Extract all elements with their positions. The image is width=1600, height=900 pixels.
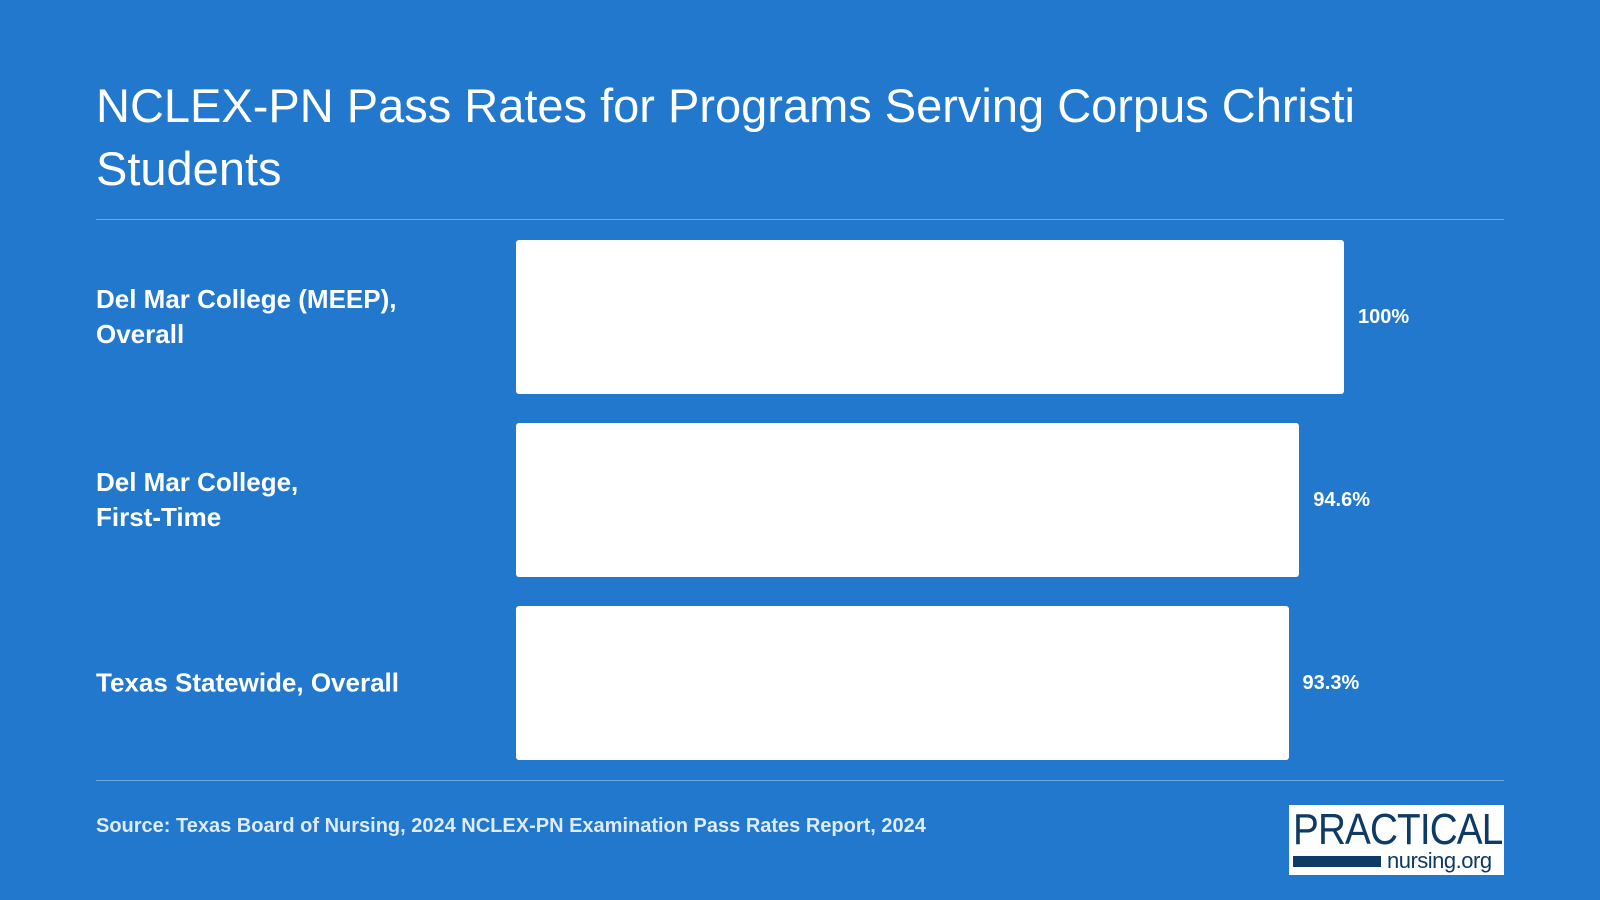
logo-wordmark: PRACTICAL — [1293, 805, 1503, 854]
logo-subline: nursing.org — [1293, 848, 1500, 873]
category-label: Del Mar College, First-Time — [96, 467, 299, 532]
category-label: Texas Statewide, Overall — [96, 667, 399, 698]
bar — [516, 240, 1344, 394]
logo-bar — [1293, 855, 1381, 867]
source-note: Source: Texas Board of Nursing, 2024 NCL… — [96, 815, 926, 837]
data-label: 93.3% — [1302, 672, 1360, 694]
bar — [516, 606, 1289, 760]
data-label: 100% — [1358, 306, 1410, 328]
data-label: 94.6% — [1313, 489, 1370, 511]
practicalnursing-logo[interactable]: PRACTICAL nursing.org — [1289, 805, 1504, 875]
bottom-divider — [96, 780, 1504, 781]
top-divider — [96, 219, 1504, 220]
bar — [516, 423, 1300, 577]
chart-title: NCLEX-PN Pass Rates for Programs Serving… — [96, 79, 1355, 195]
logo-domain: nursing.org — [1387, 848, 1492, 873]
category-label: Del Mar College (MEEP), Overall — [96, 284, 397, 349]
